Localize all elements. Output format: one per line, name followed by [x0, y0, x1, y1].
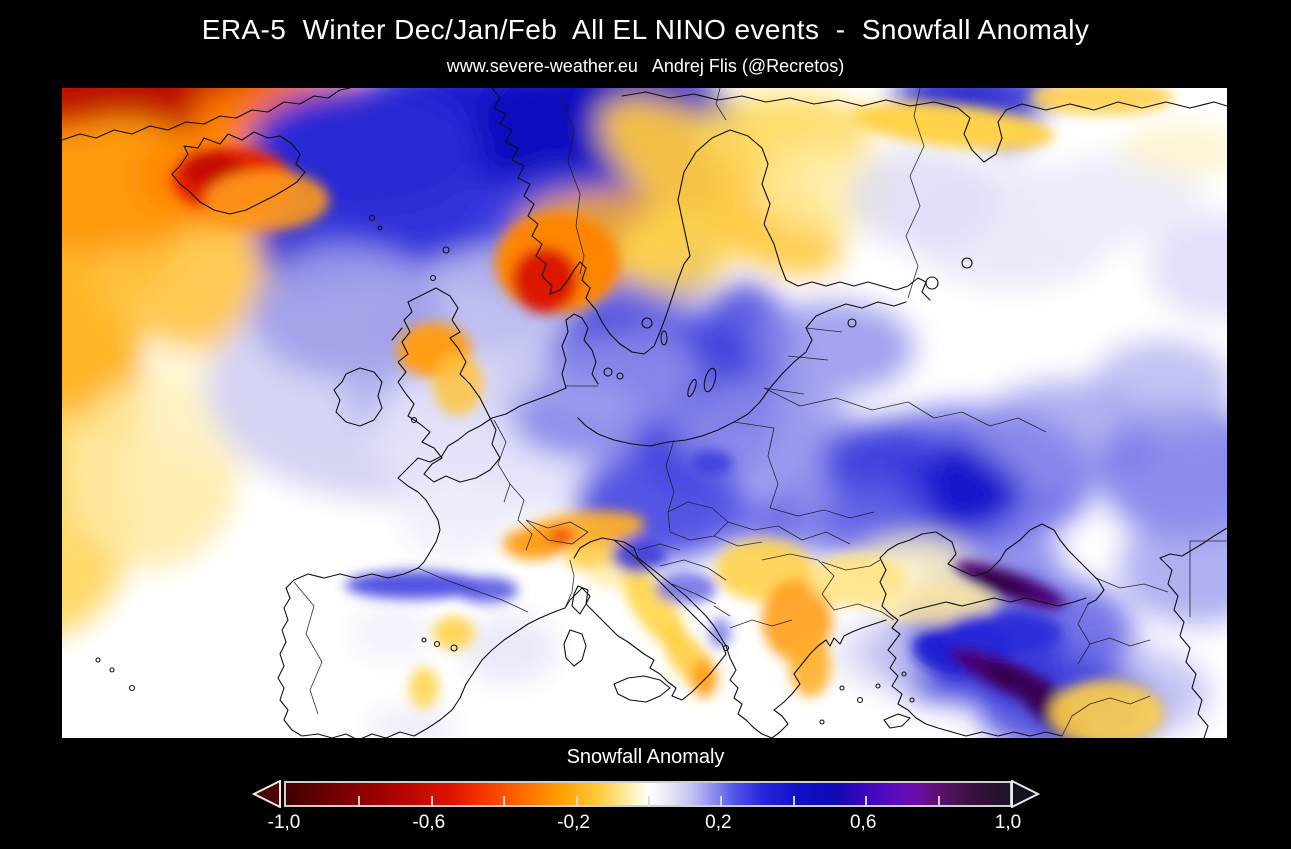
colorbar-tick-labels: -1,0 -0,6 -0,2 0,2 0,6 1,0 [268, 812, 1022, 838]
colorbar-tick [720, 796, 723, 807]
colorbar-tick-label: 0,2 [705, 812, 732, 833]
colorbar-tick-label: -0,2 [557, 812, 590, 833]
map-canvas [62, 88, 1227, 738]
colorbar-tick [865, 796, 868, 807]
colorbar-tick-label: -1,0 [267, 812, 301, 833]
colorbar-tick [503, 796, 506, 807]
page-title: ERA-5 Winter Dec/Jan/Feb All EL NINO eve… [201, 14, 1090, 45]
colorbar-tick [358, 796, 361, 807]
colorbar-right-arrow-icon [1011, 780, 1041, 808]
colorbar-tick-label: -0,6 [412, 812, 446, 833]
colorbar-tick-label: 1,0 [994, 812, 1022, 833]
anomaly-field-layer-soft [62, 88, 1227, 738]
colorbar-tick [792, 796, 795, 807]
colorbar-tick [575, 796, 578, 807]
colorbar-tick [937, 796, 940, 807]
country-border-layer [293, 88, 1227, 737]
colorbar-tick [430, 796, 433, 807]
anomaly-field-layer-fine [172, 88, 1174, 738]
page-subtitle: www.severe-weather.eu Andrej Flis (@Recr… [446, 56, 845, 76]
coastline-layer [62, 88, 1227, 738]
colorbar-left-arrow-icon [251, 780, 281, 808]
colorbar-title: Snowfall Anomaly [566, 746, 725, 768]
colorbar-tick [648, 796, 650, 807]
colorbar-tick-label: 0,6 [849, 812, 877, 833]
colorbar-gradient [284, 781, 1012, 807]
